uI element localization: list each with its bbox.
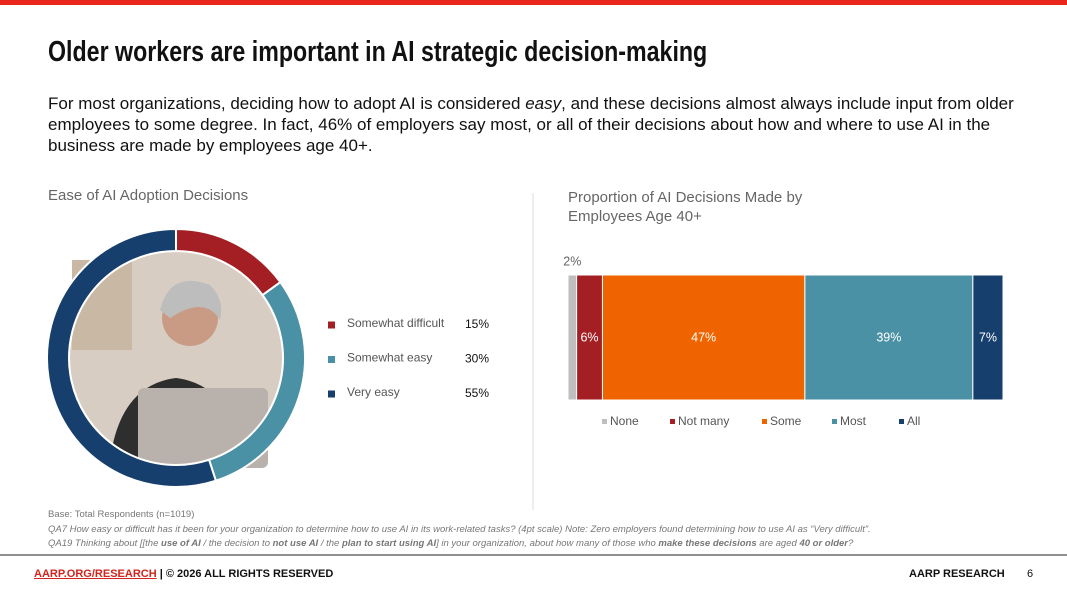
footer-text: AARP.ORG/RESEARCH | © 2026 ALL RIGHTS RE… xyxy=(34,568,333,580)
intro-part: , and these decisions almost always incl… xyxy=(48,94,1014,155)
note-part: ] in your organization, about how many o… xyxy=(436,538,659,549)
note-bold: make these decisions xyxy=(658,538,757,549)
legend-label: Somewhat difficult xyxy=(347,316,445,330)
value-label: 2% xyxy=(563,254,581,268)
question-note: QA19 Thinking about [[the use of AI / th… xyxy=(48,538,853,549)
legend-label: Very easy xyxy=(347,385,400,399)
chart-title: Proportion of AI Decisions Made by Emplo… xyxy=(568,189,803,225)
note-part: are aged xyxy=(756,538,800,549)
legend-marker xyxy=(670,419,675,424)
footer-link[interactable]: AARP.ORG/RESEARCH xyxy=(34,568,157,580)
top-bar xyxy=(0,0,1067,5)
legend-label: Somewhat easy xyxy=(347,351,432,365)
legend-marker xyxy=(328,321,335,329)
value-label: 47% xyxy=(691,330,716,344)
slide-title: Older workers are important in AI strate… xyxy=(48,36,708,68)
page-number: 6 xyxy=(1027,568,1034,580)
value-label: 15% xyxy=(465,317,489,331)
note-part: / the decision to xyxy=(200,538,273,549)
legend-marker xyxy=(602,419,607,424)
value-label: 55% xyxy=(465,386,489,400)
footer-brand: AARP RESEARCH xyxy=(909,568,1005,580)
value-label: 30% xyxy=(465,352,489,366)
chart-title: Ease of AI Adoption Decisions xyxy=(48,187,249,204)
note-part: QA19 Thinking about [[the xyxy=(48,538,162,549)
intro-emphasis: easy xyxy=(525,94,562,113)
note-part: ? xyxy=(848,538,854,549)
intro-text: For most organizations, deciding how to … xyxy=(48,93,1018,156)
legend-label: None xyxy=(610,414,639,428)
bar-segment xyxy=(576,274,603,401)
note-part: / the xyxy=(318,538,342,549)
legend-marker xyxy=(899,419,904,424)
donut-slice xyxy=(46,227,218,488)
value-label: 39% xyxy=(876,330,901,344)
legend-label: Most xyxy=(840,414,867,428)
value-label: 6% xyxy=(580,330,598,344)
bar-segment xyxy=(972,274,1004,401)
legend-marker xyxy=(832,419,837,424)
legend-marker xyxy=(762,419,767,424)
legend-label: All xyxy=(907,414,920,428)
bar-segment xyxy=(804,274,974,401)
note-bold: use of AI xyxy=(161,538,201,549)
base-note: Base: Total Respondents (n=1019) xyxy=(48,509,195,520)
bar-segment xyxy=(567,274,578,401)
note-bold: not use AI xyxy=(272,538,319,549)
note-bold: 40 or older xyxy=(799,538,849,549)
value-label: 7% xyxy=(979,330,997,344)
bar-segment xyxy=(601,274,806,401)
legend-marker xyxy=(328,356,335,363)
intro-part: For most organizations, deciding how to … xyxy=(48,94,526,113)
legend-label: Not many xyxy=(678,414,729,428)
question-note: QA7 How easy or difficult has it been fo… xyxy=(48,524,871,535)
note-bold: plan to start using AI xyxy=(341,538,437,549)
legend-marker xyxy=(328,390,335,398)
footer-rights: | © 2026 ALL RIGHTS RESERVED xyxy=(159,568,334,580)
legend-label: Some xyxy=(770,414,802,428)
